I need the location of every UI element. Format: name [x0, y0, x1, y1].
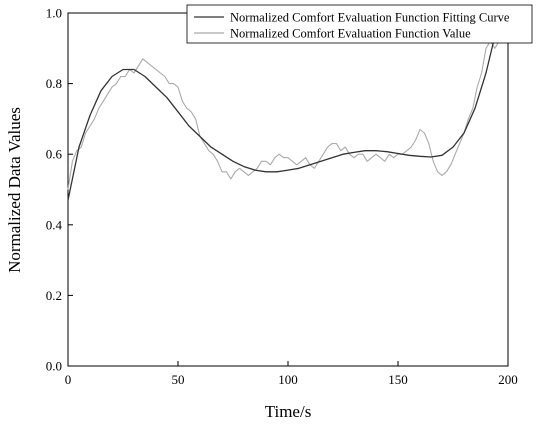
series-layer — [67, 26, 500, 201]
x-axis-title: Time/s — [265, 402, 312, 421]
x-tick-label: 150 — [388, 372, 408, 387]
y-tick-label: 1.0 — [46, 6, 62, 21]
x-tick-label: 50 — [172, 372, 185, 387]
y-tick-label: 0.6 — [46, 147, 63, 162]
legend: Normalized Comfort Evaluation Function F… — [186, 4, 533, 44]
x-tick-label: 0 — [65, 372, 72, 387]
series-line-fitting-curve — [67, 26, 498, 201]
y-tick-label: 0.0 — [46, 359, 62, 374]
ticks-layer: 0 50 100 150 200 0.0 0.2 0.4 0.6 0.8 1.0 — [46, 6, 518, 388]
series-line-function-value — [67, 40, 500, 190]
x-tick-label: 100 — [278, 372, 298, 387]
legend-entry: Normalized Comfort Evaluation Function F… — [230, 11, 510, 25]
y-tick-label: 0.4 — [46, 217, 63, 232]
plot-frame — [67, 12, 509, 367]
y-tick-label: 0.2 — [46, 288, 62, 303]
x-tick-label: 200 — [498, 372, 518, 387]
y-tick-label: 0.8 — [46, 76, 62, 91]
legend-entry: Normalized Comfort Evaluation Function V… — [230, 27, 471, 41]
y-axis-title: Normalized Data Values — [5, 107, 24, 273]
legend-box — [186, 4, 533, 44]
